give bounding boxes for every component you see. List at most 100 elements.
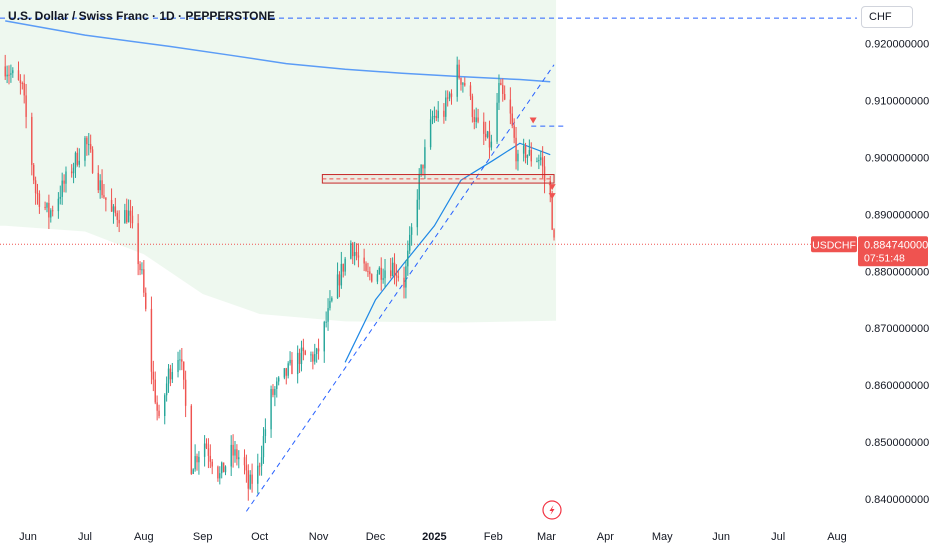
candle [526, 154, 529, 165]
candle [32, 162, 35, 185]
candle [205, 438, 208, 450]
candle-body [431, 116, 434, 120]
candle [72, 162, 75, 184]
candle-body [488, 131, 491, 148]
y-tick-label: 0.860000000 [865, 380, 929, 392]
candle [177, 351, 179, 378]
candle [84, 135, 86, 167]
y-tick-label: 0.850000000 [865, 437, 929, 449]
x-tick-label: Jun [19, 531, 37, 543]
candle-body [418, 173, 420, 200]
candle-body [78, 160, 80, 165]
candle-body [88, 144, 90, 146]
candle [86, 136, 88, 156]
candle [158, 404, 160, 419]
candle [522, 138, 525, 162]
candle-body [511, 113, 513, 126]
candle-body [19, 79, 22, 84]
candle-body [169, 368, 172, 380]
candle-body [300, 347, 303, 365]
candle-body [236, 449, 238, 460]
candle [344, 256, 346, 276]
candle [101, 169, 103, 199]
candle-body [139, 264, 141, 271]
candle-body [251, 474, 253, 484]
candle-body [277, 377, 280, 382]
candle-body [59, 196, 61, 199]
candle [298, 348, 301, 373]
candle [243, 449, 246, 475]
signal-marker [548, 193, 556, 200]
candle-body [296, 352, 299, 375]
candle-body [549, 180, 551, 195]
candle [232, 434, 234, 468]
candle-body [314, 354, 316, 362]
x-tick-label: Jul [771, 531, 785, 543]
candle-body [232, 444, 234, 456]
candle [274, 386, 276, 407]
candle-body [258, 465, 261, 467]
candle-body [99, 180, 101, 191]
candle [236, 444, 238, 466]
candle-body [502, 84, 504, 95]
candle-body [371, 274, 373, 282]
candle-body [515, 137, 517, 162]
candle [460, 77, 462, 91]
candle [219, 466, 221, 485]
candle-body [503, 94, 506, 100]
candle [112, 204, 115, 224]
candle-body [483, 121, 485, 134]
candle-body [198, 456, 200, 463]
candle [296, 345, 299, 384]
candle-body [48, 202, 50, 218]
candle-body [34, 180, 37, 194]
candle [536, 157, 538, 163]
candle [31, 112, 33, 176]
candle-body [230, 444, 232, 467]
candle [220, 461, 223, 479]
candle-body [336, 274, 339, 299]
candle [51, 205, 54, 217]
candle-body [36, 193, 39, 195]
candle-body [528, 149, 531, 156]
candle-body [152, 371, 155, 380]
candle [21, 81, 24, 90]
candle-body [464, 83, 466, 86]
candle-body [407, 250, 409, 267]
candle-body [158, 410, 160, 417]
candle [78, 148, 80, 168]
candle [502, 78, 504, 102]
x-tick-label: Mar [537, 531, 556, 543]
candle [183, 361, 185, 390]
candle-body [365, 263, 367, 271]
candle [422, 164, 424, 176]
currency-selector[interactable]: CHF [861, 6, 913, 28]
candle-body [403, 277, 405, 288]
candle [384, 259, 386, 289]
candle [469, 81, 472, 101]
candle [131, 206, 134, 229]
candle [247, 464, 250, 501]
candle-body [179, 359, 181, 361]
x-tick-label: Oct [251, 531, 268, 543]
candle-body [129, 210, 132, 216]
y-tick-label: 0.880000000 [865, 266, 929, 278]
candle-body [32, 164, 35, 181]
candle [207, 438, 210, 469]
candle-body [384, 270, 386, 279]
candle [336, 262, 339, 299]
candle-body [363, 257, 365, 264]
candle-body [397, 276, 400, 278]
candle-body [209, 455, 212, 462]
candle-body [551, 194, 553, 230]
candle [540, 150, 542, 166]
candle-body [509, 99, 512, 114]
candle-body [276, 381, 278, 389]
candle-body [196, 456, 198, 463]
candle-body [302, 347, 305, 352]
candle [538, 154, 540, 170]
candle-body [536, 161, 538, 163]
ticker-label: USDCHF [812, 239, 856, 251]
candle [12, 67, 14, 78]
